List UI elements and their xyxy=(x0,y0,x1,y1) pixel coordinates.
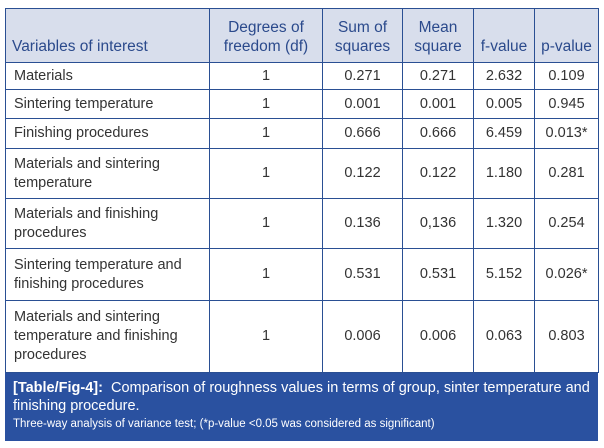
cell-f-value: 6.459 xyxy=(473,118,535,149)
table-row: Materials and sintering temperature 1 0.12… xyxy=(5,148,599,199)
cell-p-value: 0.254 xyxy=(534,198,599,249)
header-row: Variables of interest Degrees of freedom… xyxy=(5,8,599,63)
cell-mean-square: 0.531 xyxy=(402,248,474,301)
cell-sum-squares: 0.271 xyxy=(322,62,403,90)
table-caption: [Table/Fig-4]: Comparison of roughness v… xyxy=(5,373,598,441)
cell-variable: Sintering temperature and finishing proc… xyxy=(5,248,210,301)
cell-df: 1 xyxy=(209,62,323,90)
cell-mean-square: 0,136 xyxy=(402,198,474,249)
table-row: Materials 1 0.271 0.271 2.632 0.109 xyxy=(5,62,599,90)
table-row: Finishing procedures 1 0.666 0.666 6.459 0.01… xyxy=(5,118,599,149)
table-figure: Variables of interest Degrees of freedom… xyxy=(5,8,599,441)
cell-variable: Finishing procedures xyxy=(5,118,210,149)
cell-f-value: 1.320 xyxy=(473,198,535,249)
table-row: Materials and sintering temperature and … xyxy=(5,300,599,373)
cell-p-value: 0.013* xyxy=(534,118,599,149)
cell-df: 1 xyxy=(209,118,323,149)
table-row: Materials and finishing procedures 1 0.136… xyxy=(5,198,599,249)
cell-p-value: 0.945 xyxy=(534,89,599,119)
cell-df: 1 xyxy=(209,148,323,199)
table-row: Sintering temperature and finishing proc… xyxy=(5,248,599,301)
cell-variable: Materials and finishing procedures xyxy=(5,198,210,249)
cell-df: 1 xyxy=(209,198,323,249)
cell-df: 1 xyxy=(209,248,323,301)
cell-f-value: 0.063 xyxy=(473,300,535,373)
cell-variable: Sintering temperature xyxy=(5,89,210,119)
cell-sum-squares: 0.122 xyxy=(322,148,403,199)
anova-table: Variables of interest Degrees of freedom… xyxy=(5,8,599,373)
table-row: Sintering temperature 1 0.001 0.001 0.005 0.9… xyxy=(5,89,599,119)
cell-p-value: 0.281 xyxy=(534,148,599,199)
cell-variable: Materials xyxy=(5,62,210,90)
cell-mean-square: 0.001 xyxy=(402,89,474,119)
caption-note: Three-way analysis of variance test; (*p… xyxy=(13,418,435,430)
cell-sum-squares: 0.001 xyxy=(322,89,403,119)
cell-sum-squares: 0.666 xyxy=(322,118,403,149)
cell-sum-squares: 0.136 xyxy=(322,198,403,249)
cell-p-value: 0.026* xyxy=(534,248,599,301)
header-f-value: f-value xyxy=(473,8,535,63)
cell-variable: Materials and sintering temperature and … xyxy=(5,300,210,373)
header-p-value: p-value xyxy=(534,8,599,63)
cell-p-value: 0.109 xyxy=(534,62,599,90)
cell-df: 1 xyxy=(209,89,323,119)
caption-text: Comparison of roughness values in terms … xyxy=(13,380,590,414)
cell-f-value: 0.005 xyxy=(473,89,535,119)
cell-mean-square: 0.122 xyxy=(402,148,474,199)
header-mean-square: Mean square xyxy=(402,8,474,63)
cell-mean-square: 0.006 xyxy=(402,300,474,373)
header-df: Degrees of freedom (df) xyxy=(209,8,323,63)
cell-mean-square: 0.666 xyxy=(402,118,474,149)
cell-f-value: 2.632 xyxy=(473,62,535,90)
cell-variable: Materials and sintering temperature xyxy=(5,148,210,199)
cell-mean-square: 0.271 xyxy=(402,62,474,90)
cell-sum-squares: 0.531 xyxy=(322,248,403,301)
cell-f-value: 1.180 xyxy=(473,148,535,199)
header-variables: Variables of interest xyxy=(5,8,210,63)
cell-p-value: 0.803 xyxy=(534,300,599,373)
cell-df: 1 xyxy=(209,300,323,373)
cell-sum-squares: 0.006 xyxy=(322,300,403,373)
cell-f-value: 5.152 xyxy=(473,248,535,301)
header-sum-squares: Sum of squares xyxy=(322,8,403,63)
caption-label: [Table/Fig-4]: xyxy=(13,380,103,396)
